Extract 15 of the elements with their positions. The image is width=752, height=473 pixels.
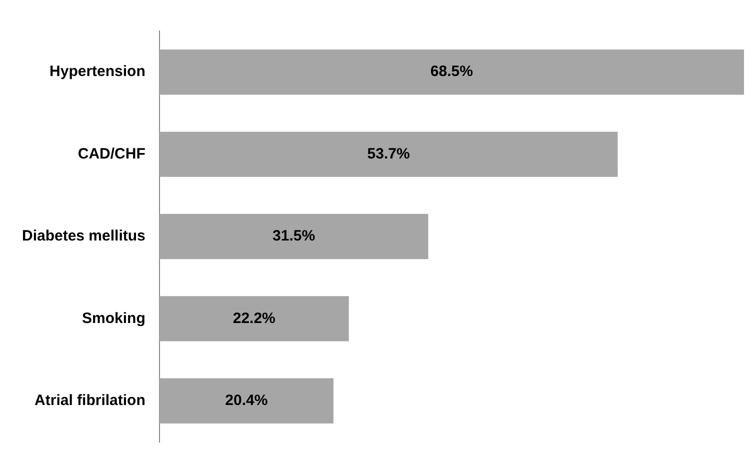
bar [159,296,349,342]
y-tick-label: Smoking [82,310,146,327]
data-label: 68.5% [430,63,473,80]
data-label: 31.5% [272,228,316,245]
y-tick-label: Hypertension [50,63,146,80]
data-label: 22.2% [232,310,276,327]
bar [159,49,744,95]
y-tick-label: CAD/CHF [78,145,146,162]
bar [159,378,334,424]
data-label: 20.4% [225,392,268,410]
bar [159,132,618,177]
bar [159,214,428,260]
data-label: 53.7% [367,145,410,162]
y-tick-label: Diabetes mellitus [22,228,146,245]
y-tick-label: Atrial fibrilation [34,392,146,410]
